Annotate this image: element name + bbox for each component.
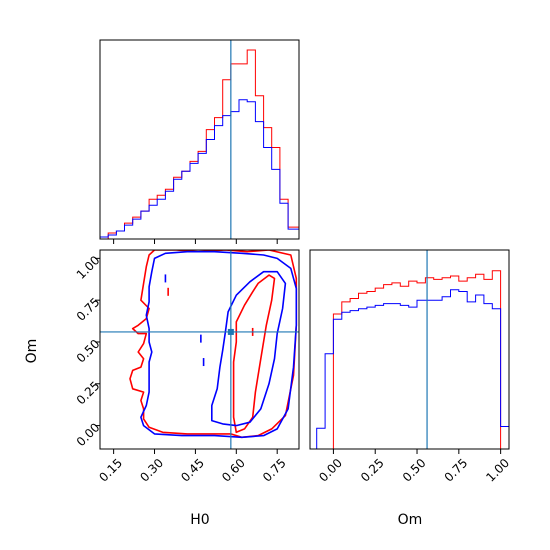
contour-red-level-1: [232, 274, 276, 434]
x-axis-label-om: Om: [398, 512, 423, 528]
contour-blue-level-3: [211, 270, 287, 427]
histogram-h0-panel: [99, 39, 300, 244]
histogram-h0-blue-series: [99, 99, 300, 239]
contour-frame: [99, 249, 300, 450]
histogram-om-blue-series: [310, 289, 510, 450]
contour-plot-area: [129, 250, 298, 439]
histogram-om-frame: [309, 249, 510, 450]
histogram-h0-frame: [99, 39, 300, 240]
histogram-om-red-series: [310, 270, 509, 450]
contour-blue-level-2: [140, 250, 298, 439]
y-axis-label-om: Om: [24, 339, 40, 364]
truth-point-marker: [227, 328, 234, 335]
x-axis-label-h0: H0: [190, 512, 209, 528]
